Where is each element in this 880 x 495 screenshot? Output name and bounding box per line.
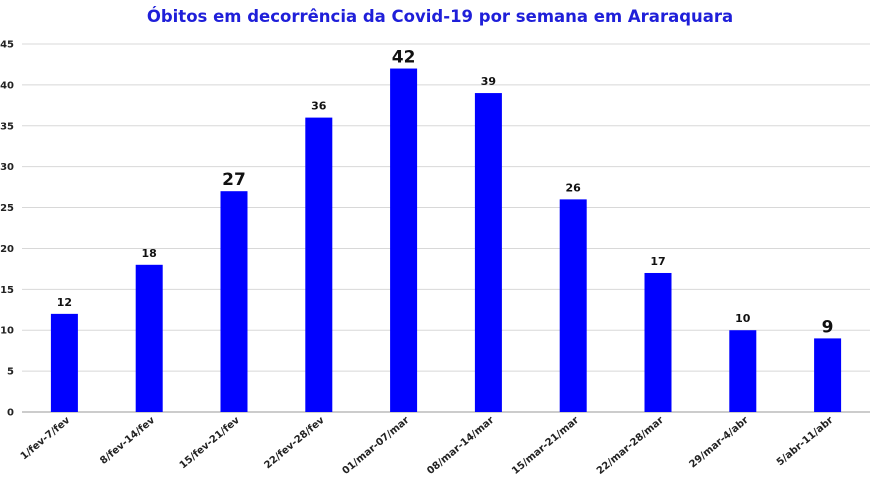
bar: [814, 338, 842, 412]
x-tick-label: 22/mar-28/mar: [595, 415, 666, 477]
y-tick-label: 15: [0, 285, 14, 296]
y-tick-label: 5: [7, 367, 14, 378]
data-label: 10: [735, 312, 751, 325]
bar: [474, 93, 502, 413]
data-label: 26: [566, 181, 582, 194]
bar: [50, 313, 78, 412]
x-tick-label: 8/fev-14/fev: [98, 415, 157, 467]
bar: [644, 272, 672, 412]
y-tick-label: 30: [0, 162, 14, 173]
y-tick-label: 10: [0, 326, 14, 337]
y-tick-label: 40: [0, 80, 14, 91]
y-tick-label: 0: [7, 408, 14, 419]
data-label: 36: [311, 100, 327, 113]
x-tick-label: 15/mar-21/mar: [510, 415, 581, 477]
x-tick-label: 1/fev-7/fev: [19, 415, 73, 463]
x-tick-label: 22/fev-28/fev: [263, 415, 328, 472]
x-tick-label: 29/mar-4/abr: [688, 415, 751, 471]
data-label: 12: [57, 296, 72, 309]
x-tick-label: 01/mar-07/mar: [340, 415, 411, 477]
bar: [729, 330, 757, 412]
data-label: 17: [650, 255, 665, 268]
x-tick-label: 08/mar-14/mar: [425, 415, 496, 477]
bar: [135, 264, 163, 412]
bar: [559, 199, 587, 412]
data-label: 27: [222, 170, 246, 190]
y-tick-label: 25: [0, 203, 14, 214]
y-tick-label: 45: [0, 40, 14, 51]
y-tick-label: 35: [0, 121, 14, 132]
x-tick-label: 5/abr-11/abr: [775, 415, 836, 468]
bar: [305, 117, 333, 412]
y-tick-label: 20: [0, 244, 14, 255]
chart-title: Óbitos em decorrência da Covid-19 por se…: [146, 7, 734, 26]
data-label: 42: [392, 48, 416, 68]
bar: [220, 191, 248, 412]
data-label: 9: [822, 317, 834, 337]
data-label: 39: [481, 75, 496, 88]
x-tick-label: 15/fev-21/fev: [178, 415, 243, 472]
data-label: 18: [142, 247, 157, 260]
bar: [390, 68, 418, 413]
